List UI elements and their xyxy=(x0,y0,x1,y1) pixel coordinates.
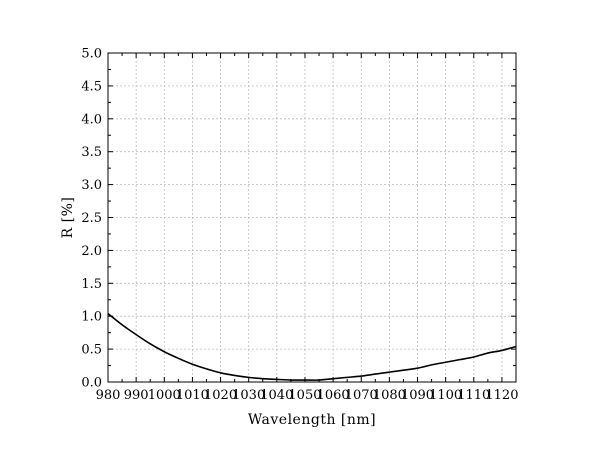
x-tick-labels: 980 990 1000101010201030104010501060107010… xyxy=(96,388,519,403)
y-tick-label: 1.5 xyxy=(81,277,102,292)
x-tick-label: 1090 xyxy=(401,388,434,403)
x-tick-label: 1030 xyxy=(232,388,265,403)
y-tick-label: 3.0 xyxy=(81,178,102,193)
axis-ticks xyxy=(107,52,516,383)
x-tick-label: 1120 xyxy=(485,388,518,403)
grid-lines xyxy=(108,53,516,382)
y-tick-label: 2.0 xyxy=(81,244,102,259)
y-tick-label: 1.0 xyxy=(81,310,102,325)
x-tick-label: 1110 xyxy=(457,388,490,403)
series-line xyxy=(107,312,517,381)
y-tick-label: 4.5 xyxy=(81,79,102,94)
x-tick-label: 1020 xyxy=(204,388,237,403)
y-tick-label: 3.5 xyxy=(81,145,102,160)
y-tick-label: 0.0 xyxy=(81,376,102,391)
x-tick-label: 980 xyxy=(96,388,121,403)
y-tick-label: 4.0 xyxy=(81,112,102,127)
x-tick-label: 1070 xyxy=(345,388,378,403)
x-tick-label: 1040 xyxy=(260,388,293,403)
x-tick-label: 1060 xyxy=(317,388,350,403)
x-tick-label: 1000 xyxy=(148,388,181,403)
y-tick-label: 2.5 xyxy=(81,211,102,226)
x-tick-label: 1010 xyxy=(176,388,209,403)
x-tick-label: 1100 xyxy=(429,388,462,403)
y-tick-label: 5.0 xyxy=(81,47,102,62)
y-tick-labels: 0.0 0.5 1.0 1.5 2.0 2.5 3.0 3.5 4.0 4.5 5.0 xyxy=(81,47,102,391)
y-axis-label: R [%] xyxy=(60,197,76,239)
y-tick-label: 0.5 xyxy=(81,343,102,358)
x-tick-label: 990 xyxy=(124,388,149,403)
x-axis-label: Wavelength [nm] xyxy=(248,412,376,428)
x-tick-label: 1050 xyxy=(288,388,321,403)
x-tick-label: 1080 xyxy=(373,388,406,403)
